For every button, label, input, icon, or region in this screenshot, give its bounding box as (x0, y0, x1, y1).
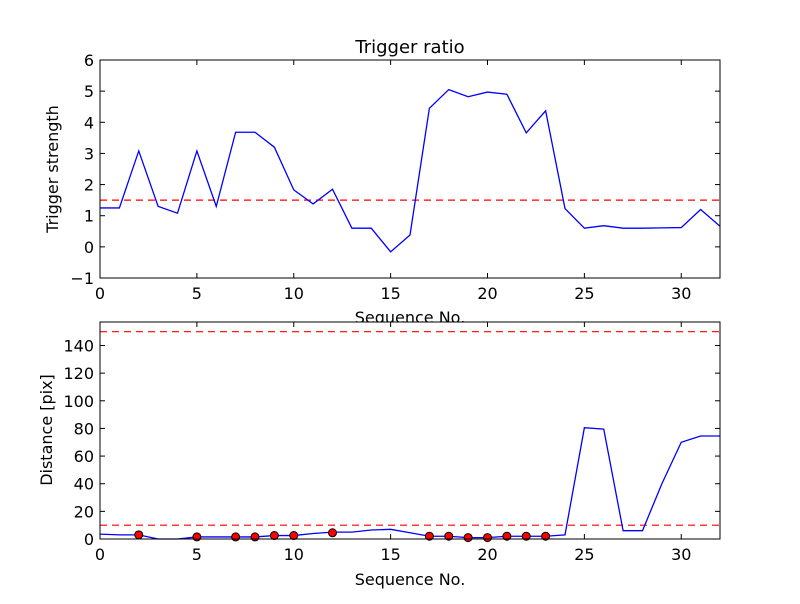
axes-frame (99, 59, 721, 279)
x-tick-label: 20 (477, 545, 497, 564)
data-point-marker (541, 531, 551, 541)
y-tick-label: 3 (84, 144, 94, 163)
distance-plot: 0 5 10 15 20 25 30 0 20 40 60 80 100 120 140 Sequence … (37, 321, 721, 589)
data-point-marker (250, 532, 260, 542)
y-tick-label: 4 (84, 113, 94, 132)
x-tick-label: 30 (671, 545, 691, 564)
y-tick-label: 120 (63, 364, 94, 383)
chart-title: Trigger ratio (354, 37, 464, 58)
y-tick-label: 100 (63, 392, 94, 411)
x-tick-label: 0 (95, 545, 105, 564)
x-tick-label: 20 (477, 284, 497, 303)
x-tick-label: 10 (284, 284, 304, 303)
data-point-marker (289, 531, 299, 541)
series-line (99, 427, 720, 540)
plot-area (100, 60, 720, 278)
data-point-marker (231, 532, 241, 542)
x-tick-label: 10 (284, 545, 304, 564)
x-tick-label: 25 (574, 545, 594, 564)
y-tick-label: 60 (74, 447, 94, 466)
y-tick-label: 1 (84, 207, 94, 226)
tick-group: 0 5 10 15 20 25 30 0 20 40 60 80 100 120 140 (63, 322, 720, 564)
data-point-marker (502, 531, 512, 541)
y-tick-label: 80 (74, 419, 94, 438)
x-tick-label: 15 (380, 545, 400, 564)
data-point-marker (483, 533, 492, 543)
y-tick-label: 6 (84, 51, 94, 70)
axes-frame (99, 321, 721, 540)
data-point-marker (521, 531, 531, 541)
x-axis-label: Sequence No. (355, 570, 466, 589)
plot-area (100, 322, 720, 539)
series-line (100, 88, 721, 253)
data-point-marker (328, 528, 337, 538)
y-tick-label: 0 (84, 238, 94, 257)
x-tick-label: 30 (671, 284, 691, 303)
data-point-marker (463, 533, 473, 543)
data-point-marker (269, 531, 279, 541)
x-tick-label: 5 (192, 284, 202, 303)
data-point-marker (134, 530, 144, 540)
data-point-marker (192, 532, 202, 542)
y-axis-label: Distance [pix] (37, 374, 56, 486)
y-tick-label: 2 (84, 176, 94, 195)
data-point-marker (444, 531, 454, 541)
data-group (100, 88, 721, 253)
x-tick-label: 25 (574, 284, 594, 303)
y-axis-label: Trigger strength (43, 105, 62, 234)
x-tick-label: 0 (95, 284, 105, 303)
y-tick-label: 140 (63, 336, 94, 355)
data-point-marker (424, 531, 434, 541)
y-tick-label: 20 (74, 502, 94, 521)
y-tick-label: 5 (84, 82, 94, 101)
y-tick-label: 0 (84, 530, 94, 549)
y-tick-label: 40 (74, 475, 94, 494)
x-tick-label: 5 (192, 545, 202, 564)
y-tick-label: −1 (70, 269, 94, 288)
x-tick-label: 15 (380, 284, 400, 303)
